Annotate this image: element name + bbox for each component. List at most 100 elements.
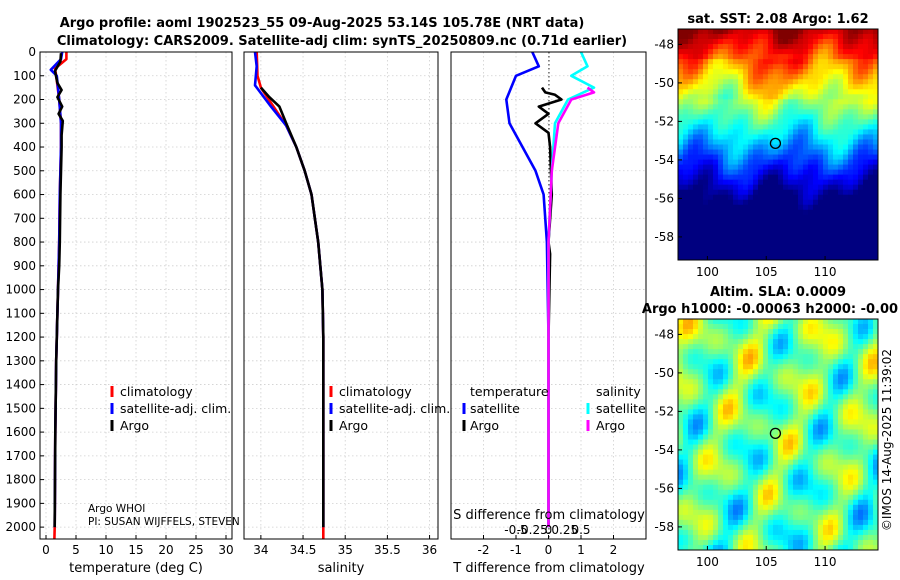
map-cell <box>813 389 819 395</box>
map-cell <box>833 349 839 355</box>
map-cell <box>873 369 879 375</box>
map-cell <box>788 369 794 375</box>
map-cell <box>838 124 844 130</box>
map-cell <box>688 479 694 486</box>
map-cell <box>738 219 744 226</box>
map-cell <box>858 179 864 186</box>
map-cell <box>733 509 739 516</box>
map-cell <box>838 39 844 45</box>
map-cell <box>728 159 734 165</box>
map-cell <box>838 409 844 415</box>
map-cell <box>683 129 689 135</box>
map-cell <box>683 184 689 191</box>
map-cell <box>738 339 744 345</box>
map-cell <box>873 229 879 236</box>
map-cell <box>773 339 779 345</box>
map-cell <box>788 254 794 261</box>
map-cell <box>678 59 684 65</box>
map-cell <box>778 44 784 50</box>
map-cell <box>748 189 754 196</box>
map-cell <box>678 324 684 330</box>
map-cell <box>773 474 779 481</box>
map-cell <box>703 474 709 481</box>
map-cell <box>723 439 729 445</box>
map-cell <box>703 349 709 355</box>
map-cell <box>788 79 794 85</box>
map-cell <box>813 89 819 95</box>
map-cell <box>828 529 834 536</box>
map-cell <box>848 419 854 425</box>
map-cell <box>853 424 859 430</box>
map-cell <box>798 239 804 246</box>
map-cell <box>838 334 844 340</box>
map-cell <box>848 144 854 150</box>
map-cell <box>738 144 744 150</box>
map-cell <box>748 134 754 140</box>
map-cell <box>678 184 684 191</box>
map-cell <box>793 169 799 176</box>
map-cell <box>763 424 769 430</box>
map-cell <box>773 434 779 440</box>
map-cell <box>778 384 784 390</box>
map-cell <box>693 444 699 450</box>
map-cell <box>793 139 799 145</box>
map-cell <box>803 434 809 440</box>
map-cell <box>768 384 774 390</box>
map-cell <box>703 319 709 325</box>
map-cell <box>748 184 754 191</box>
map-cell <box>693 439 699 445</box>
map-cell <box>858 344 864 350</box>
map-cell <box>858 469 864 476</box>
map-cell <box>698 214 704 221</box>
map-cell <box>728 149 734 155</box>
map-cell <box>838 79 844 85</box>
map-cell <box>848 169 854 176</box>
map-cell <box>823 124 829 130</box>
map-cell <box>858 454 864 461</box>
map-cell <box>678 364 684 370</box>
map-cell <box>768 184 774 191</box>
map-cell <box>783 54 789 60</box>
map-cell <box>698 239 704 246</box>
map-cell <box>843 184 849 191</box>
map-cell <box>678 249 684 256</box>
map-cell <box>853 154 859 160</box>
map-cell <box>718 384 724 390</box>
map-cell <box>853 244 859 251</box>
map-cell <box>738 389 744 395</box>
map-cell <box>723 129 729 135</box>
map-cell <box>828 64 834 70</box>
map-cell <box>698 84 704 90</box>
map-cell <box>858 139 864 145</box>
map-cell <box>753 464 759 471</box>
map-cell <box>858 409 864 415</box>
map-cell <box>718 394 724 400</box>
map-cell <box>713 184 719 191</box>
map-cell <box>808 239 814 246</box>
map-cell <box>868 74 874 80</box>
map-cell <box>863 499 869 506</box>
map-cell <box>813 539 819 546</box>
map-cell <box>763 379 769 385</box>
map-cell <box>678 54 684 60</box>
map-cell <box>703 434 709 440</box>
map-cell <box>843 409 849 415</box>
map-cell <box>788 379 794 385</box>
map-cell <box>813 234 819 241</box>
map-cell <box>813 499 819 506</box>
map-cell <box>753 324 759 330</box>
map-cell <box>838 244 844 251</box>
map-cell <box>758 499 764 506</box>
map-cell <box>703 179 709 186</box>
map-cell <box>808 229 814 236</box>
map-cell <box>863 239 869 246</box>
map-cell <box>843 79 849 85</box>
map-cell <box>728 99 734 105</box>
map-cell <box>863 449 869 455</box>
map-cell <box>873 414 879 420</box>
map-cell <box>858 319 864 325</box>
map-cell <box>808 244 814 251</box>
map-cell <box>738 64 744 70</box>
map-cell <box>733 459 739 466</box>
map-cell <box>848 99 854 105</box>
